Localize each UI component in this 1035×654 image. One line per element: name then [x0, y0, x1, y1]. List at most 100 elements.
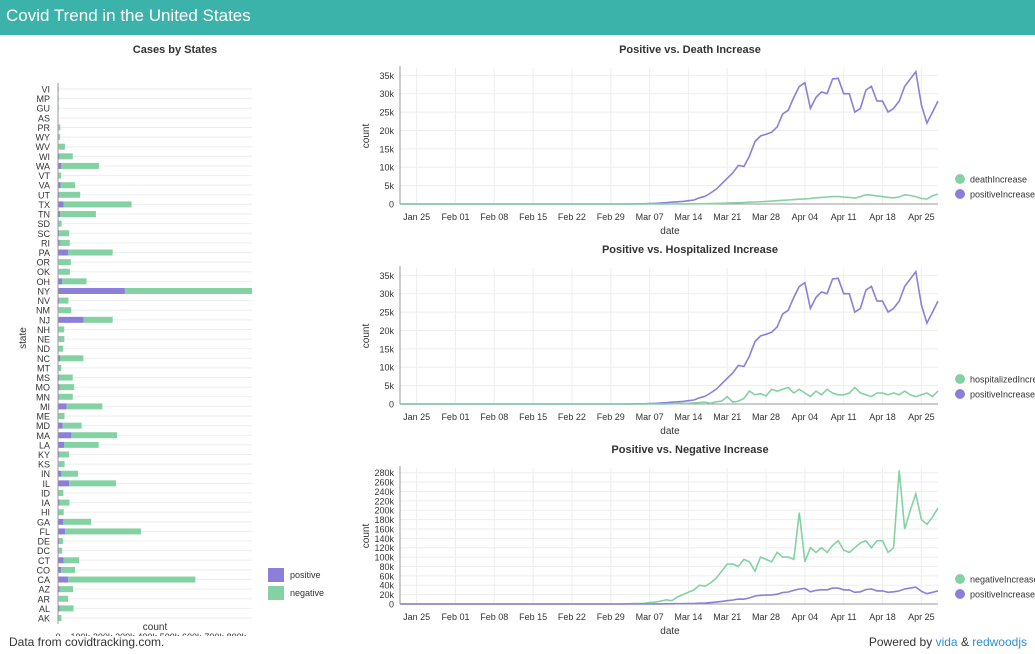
y-tick-label: MN [36, 392, 50, 402]
x-tick-label: Feb 22 [558, 212, 586, 222]
bar-negative [59, 605, 74, 612]
bar-negative [59, 374, 73, 381]
bar-negative [63, 201, 132, 208]
redwoodjs-link[interactable]: redwoodjs [972, 635, 1027, 649]
bar-negative [58, 615, 62, 621]
x-axis-label: date [660, 226, 680, 236]
x-tick-label: Mar 07 [636, 612, 664, 622]
y-tick-label: PR [37, 123, 50, 133]
x-tick-label: Feb 01 [441, 612, 469, 622]
y-axis-label: state [18, 327, 29, 349]
bar-negative [58, 143, 65, 150]
y-tick-label: SC [37, 229, 50, 239]
x-tick-label: Feb 22 [558, 612, 586, 622]
bar-negative [63, 518, 92, 525]
series-line-positiveIncrease [400, 69, 939, 205]
x-tick-label: 200k [93, 632, 113, 636]
y-tick-label: WA [36, 161, 50, 171]
bar-negative [61, 162, 99, 169]
x-tick-label: 600k [182, 632, 202, 636]
x-tick-label: Apr 18 [869, 612, 896, 622]
bar-positive [58, 441, 65, 448]
powered-by-label: Powered by [868, 635, 933, 649]
y-tick-label: 0 [389, 600, 394, 610]
y-tick-label: AL [39, 604, 50, 614]
x-tick-label: 700k [204, 632, 224, 636]
y-tick-label: FL [39, 527, 50, 537]
x-axis-label: date [660, 426, 680, 436]
y-tick-label: PA [39, 248, 50, 258]
bar-negative [58, 336, 65, 343]
bar-negative [58, 393, 73, 400]
y-tick-label: 40k [379, 581, 394, 591]
y-tick-label: 5k [384, 381, 394, 391]
x-tick-label: Mar 14 [674, 412, 702, 422]
page-title: Covid Trend in the United States [6, 6, 251, 25]
y-tick-label: 20k [379, 326, 394, 336]
y-tick-label: 20k [379, 590, 394, 600]
x-tick-label: 800k [227, 632, 247, 636]
y-tick-label: 15k [379, 144, 394, 154]
x-tick-label: Mar 14 [674, 212, 702, 222]
bar-positive [58, 239, 60, 246]
bar-negative [58, 509, 64, 516]
y-tick-label: 180k [374, 515, 394, 525]
bar-positive [58, 201, 64, 208]
y-tick-label: 120k [374, 543, 394, 553]
x-tick-label: Apr 18 [869, 212, 896, 222]
x-tick-label: Feb 15 [519, 212, 547, 222]
bar-negative [58, 220, 62, 227]
bar-negative [60, 182, 76, 189]
x-tick-label: Jan 25 [403, 212, 430, 222]
series-line-hospitalizedIncrease [400, 386, 939, 405]
bar-positive [58, 211, 61, 218]
bar-positive [58, 480, 70, 487]
bar-negative [59, 451, 70, 458]
bar-positive [58, 576, 69, 583]
bar-positive [58, 557, 64, 564]
bar-positive [58, 586, 60, 593]
legend-swatch [955, 174, 965, 184]
x-tick-label: Jan 25 [403, 412, 430, 422]
legend-label: hospitalizedIncrease [970, 375, 1035, 385]
vida-link[interactable]: vida [935, 635, 958, 649]
legend-swatch [268, 568, 284, 582]
bar-negative [59, 297, 69, 304]
bar-positive [58, 422, 63, 429]
y-tick-label: KS [38, 460, 50, 470]
x-tick-label: Feb 08 [480, 612, 508, 622]
bar-negative [63, 557, 80, 564]
data-source-note: Data from covidtracking.com. [9, 635, 165, 649]
bar-negative [59, 191, 81, 198]
y-tick-label: IA [41, 498, 50, 508]
x-tick-label: Mar 14 [674, 612, 702, 622]
bar-negative [64, 441, 99, 448]
y-tick-label: SD [37, 219, 50, 229]
bar-negative [58, 461, 65, 468]
y-tick-label: 160k [374, 524, 394, 534]
y-tick-label: ND [37, 344, 50, 354]
bar-negative [60, 355, 84, 362]
y-tick-label: DE [37, 537, 50, 547]
y-tick-label: UT [38, 190, 50, 200]
x-tick-label: Feb 22 [558, 412, 586, 422]
x-axis-label: date [660, 626, 680, 636]
legend-swatch [955, 574, 965, 584]
y-tick-label: 35k [379, 271, 394, 281]
bar-positive [58, 182, 61, 189]
app-header: Covid Trend in the United States [0, 0, 1035, 35]
y-tick-label: 240k [374, 487, 394, 497]
positive-vs-hospitalized-chart: Positive vs. Hospitalized Increase 0 5k 10k… [361, 244, 1035, 436]
series-line-positiveIncrease [400, 269, 939, 405]
legend-swatch [955, 374, 965, 384]
y-tick-label: IN [41, 469, 50, 479]
x-tick-label: Apr 04 [792, 612, 819, 622]
x-tick-label: Feb 29 [597, 212, 625, 222]
y-tick-label: AS [38, 113, 50, 123]
series-line-positiveIncrease [400, 586, 939, 605]
legend-label: positiveIncrease [970, 590, 1035, 600]
bar-negative [58, 268, 70, 275]
y-tick-label: 30k [379, 89, 394, 99]
legend-swatch [955, 189, 965, 199]
bar-negative [58, 134, 61, 141]
